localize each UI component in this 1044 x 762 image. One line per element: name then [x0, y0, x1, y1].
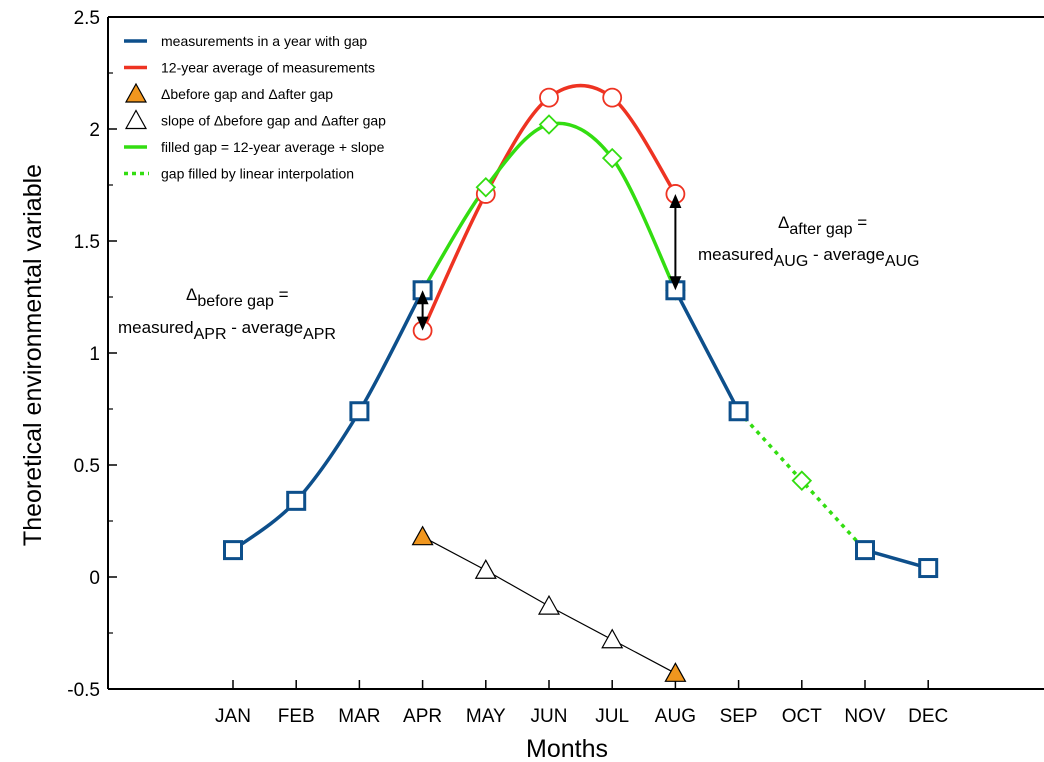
y-tick-label: 1: [89, 344, 100, 365]
delta-arrows: [416, 193, 682, 331]
y-tick-label: 0: [89, 568, 100, 589]
annotation-before-measured: measured: [118, 318, 194, 337]
filled-gap-point: [538, 114, 560, 135]
delta-arrow-head-up: [416, 290, 429, 305]
annotation-after-average-sub: AUG: [885, 253, 920, 270]
legend-item: filled gap = 12-year average + slope: [124, 139, 385, 155]
slope-point: [474, 559, 497, 579]
series-measured-line-segment: [673, 288, 741, 413]
delta-point: [664, 662, 687, 682]
annotation-before-line2: measuredAPR - averageAPR: [118, 318, 336, 343]
annotation-before-delta-tail: =: [274, 285, 289, 304]
measured-point: [855, 540, 875, 561]
legend-label: slope of Δbefore gap and Δafter gap: [161, 113, 386, 129]
measured-point: [286, 490, 307, 511]
delta-arrow-head-down: [416, 316, 429, 331]
annotation-after-delta: Δ: [778, 213, 789, 232]
annotation-before-line1: Δbefore gap =: [186, 285, 289, 310]
x-tick-label: MAR: [338, 706, 380, 727]
y-tick-label: 1.5: [74, 232, 100, 253]
x-tick-label: NOV: [844, 706, 886, 727]
legend-label: Δbefore gap and Δafter gap: [161, 86, 333, 102]
legend-label: 12-year average of measurements: [161, 60, 375, 76]
annotation-before-average-sub: APR: [303, 326, 336, 343]
legend-label: measurements in a year with gap: [161, 33, 367, 49]
x-tick-label: AUG: [655, 706, 696, 727]
x-tick-label: OCT: [782, 706, 823, 727]
annotation-after-delta-sub: after gap: [789, 221, 852, 238]
x-tick-label: DEC: [908, 706, 948, 727]
measured-point: [918, 558, 939, 579]
x-tick-label: APR: [403, 706, 442, 727]
legend-label: gap filled by linear interpolation: [161, 166, 354, 182]
annotation-after-measured-sub: AUG: [774, 253, 809, 270]
annotation-before-average: - average: [227, 318, 304, 337]
delta-point: [411, 525, 434, 546]
annotations: Δbefore gap = measuredAPR - averageAPR Δ…: [118, 213, 920, 343]
delta-arrow: [669, 193, 682, 291]
legend-swatch-triangle-open: [124, 109, 148, 130]
y-tick-label: 2.5: [74, 8, 100, 29]
delta-arrow: [416, 290, 429, 331]
y-axis-title: Theoretical environmental variable: [19, 164, 47, 546]
delta-arrow-head-up: [669, 193, 682, 208]
annotation-after-measured: measured: [698, 245, 774, 264]
annotation-after-average: - average: [808, 245, 885, 264]
y-axis-ticks: 2.5 2 1.5 1 0.5 0 -0.5: [67, 8, 117, 701]
filled-gap-point: [601, 147, 623, 169]
x-tick-label: MAY: [466, 706, 506, 727]
annotation-before-delta: Δ: [186, 285, 197, 304]
average-point: [539, 87, 559, 108]
x-axis-title: Months: [526, 735, 608, 762]
legend-item: slope of Δbefore gap and Δafter gap: [124, 109, 386, 130]
slope-point: [537, 594, 561, 615]
filled-gap-point: [475, 176, 497, 198]
y-tick-label: 0.5: [74, 456, 100, 477]
series-filled-gap-line: [421, 121, 677, 292]
y-tick-label: 2: [89, 120, 100, 141]
legend-swatch-triangle-filled: [124, 82, 148, 103]
legend: measurements in a year with gap 12-year a…: [124, 33, 386, 182]
legend-item: gap filled by linear interpolation: [124, 166, 354, 182]
x-tick-label: FEB: [278, 706, 315, 727]
legend-item: Δbefore gap and Δafter gap: [124, 82, 333, 103]
measured-point: [223, 540, 243, 561]
annotation-before-measured-sub: APR: [194, 326, 227, 343]
annotation-after-delta-tail: =: [853, 213, 868, 232]
annotation-before-delta-sub: before gap: [197, 293, 274, 310]
slope-point: [601, 628, 624, 649]
series-measured-line-segment: [231, 288, 425, 552]
annotation-after-line2: measuredAUG - averageAUG: [698, 245, 920, 270]
x-axis-ticks: JAN FEB MAR APR MAY JUN JUL AUG SEP OCT NOV DEC: [215, 680, 948, 727]
x-tick-label: JUL: [595, 706, 629, 727]
linear-interp-point: [791, 470, 813, 491]
y-tick-label: -0.5: [67, 680, 100, 701]
x-tick-label: JAN: [215, 706, 251, 727]
measured-point: [728, 401, 749, 422]
legend-label: filled gap = 12-year average + slope: [161, 139, 385, 155]
legend-item: measurements in a year with gap: [124, 33, 367, 49]
measured-point: [349, 401, 370, 422]
x-tick-label: SEP: [720, 706, 758, 727]
x-tick-label: JUN: [531, 706, 568, 727]
legend-item: 12-year average of measurements: [124, 60, 375, 76]
average-point: [602, 87, 623, 108]
delta-arrow-head-down: [669, 276, 682, 291]
annotation-after-line1: Δafter gap =: [778, 213, 867, 238]
